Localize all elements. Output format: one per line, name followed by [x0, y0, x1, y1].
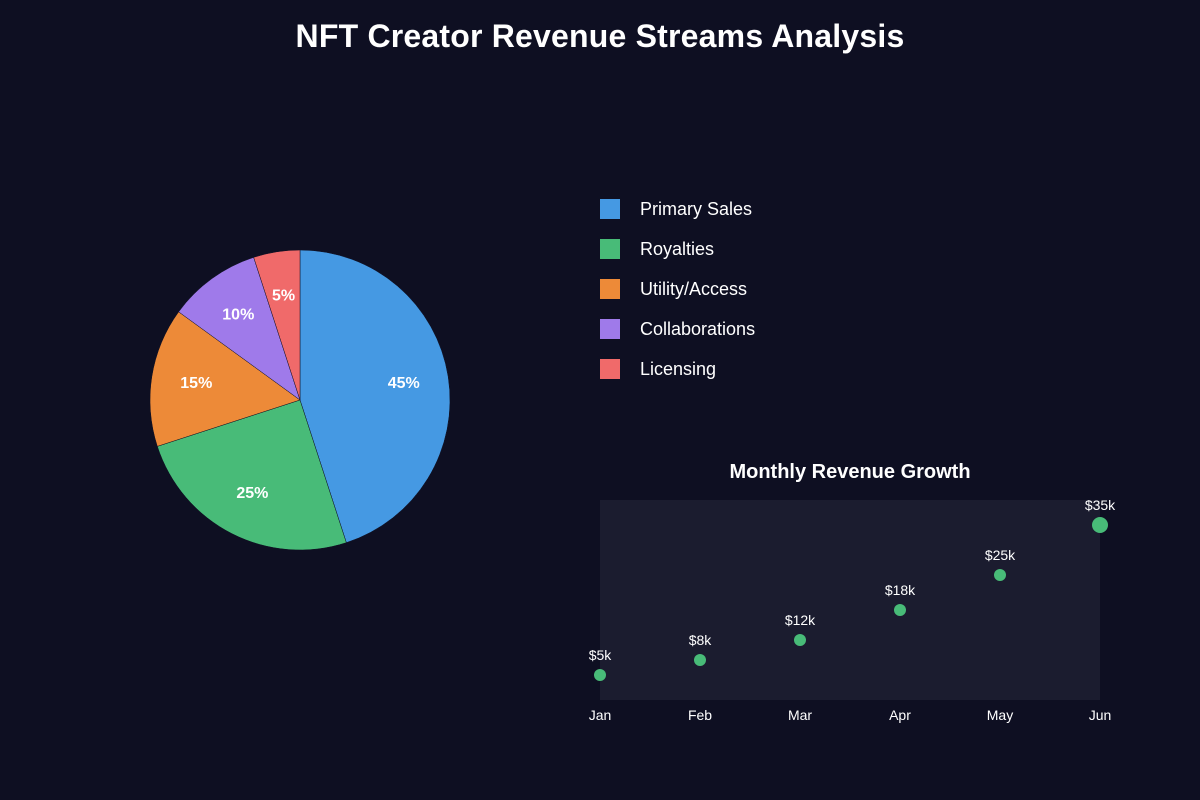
legend-swatch: [600, 279, 620, 299]
legend-label: Primary Sales: [640, 199, 753, 219]
data-label: $25k: [985, 547, 1016, 563]
legend-swatch: [600, 239, 620, 259]
data-label: $18k: [885, 582, 916, 598]
growth-chart-title: Monthly Revenue Growth: [729, 461, 971, 483]
page-title: NFT Creator Revenue Streams Analysis: [295, 18, 905, 54]
plot-area: [600, 500, 1100, 700]
pie-legend: Primary Sales Royalties Utility/Access C…: [600, 199, 755, 399]
pie-slice-label: 5%: [272, 288, 295, 305]
data-point: [794, 634, 806, 646]
pie-slice: [157, 399, 347, 551]
legend-item: Collaborations: [600, 319, 755, 339]
x-tick-label: Jan: [589, 707, 612, 723]
legend-label: Utility/Access: [640, 279, 748, 299]
x-tick-label: Mar: [788, 707, 812, 723]
x-tick-label: May: [987, 707, 1013, 723]
data-label: $8k: [689, 632, 713, 648]
x-tick-label: Feb: [688, 707, 712, 723]
pie-slice: [299, 249, 451, 543]
pie-slice: [178, 257, 301, 401]
data-point: [694, 654, 706, 666]
data-point: [594, 669, 606, 681]
x-tick-label: Apr: [889, 707, 911, 723]
legend-label: Licensing: [640, 359, 717, 379]
data-label: $5k: [589, 647, 613, 663]
legend-label: Collaborations: [640, 319, 756, 339]
legend-swatch: [600, 359, 620, 379]
data-point: [894, 604, 906, 616]
pie-slice-label: 45%: [388, 375, 420, 392]
pie-slice-label: 25%: [236, 485, 268, 502]
legend-swatch: [600, 319, 620, 339]
legend-item: Royalties: [600, 239, 755, 259]
pie-slice-label: 10%: [222, 306, 254, 323]
legend-item: Utility/Access: [600, 279, 755, 299]
data-label: $12k: [785, 612, 816, 628]
data-point: [994, 569, 1006, 581]
pie-slice: [149, 311, 301, 447]
legend-swatch: [600, 199, 620, 219]
data-point: [1092, 517, 1108, 533]
legend-item: Primary Sales: [600, 199, 755, 219]
pie-slice-label: 15%: [180, 375, 212, 392]
legend-item: Licensing: [600, 359, 755, 379]
pie-slice: [253, 249, 301, 401]
x-tick-label: Jun: [1089, 707, 1112, 723]
data-label: $35k: [1085, 497, 1116, 513]
legend-label: Royalties: [640, 239, 715, 259]
